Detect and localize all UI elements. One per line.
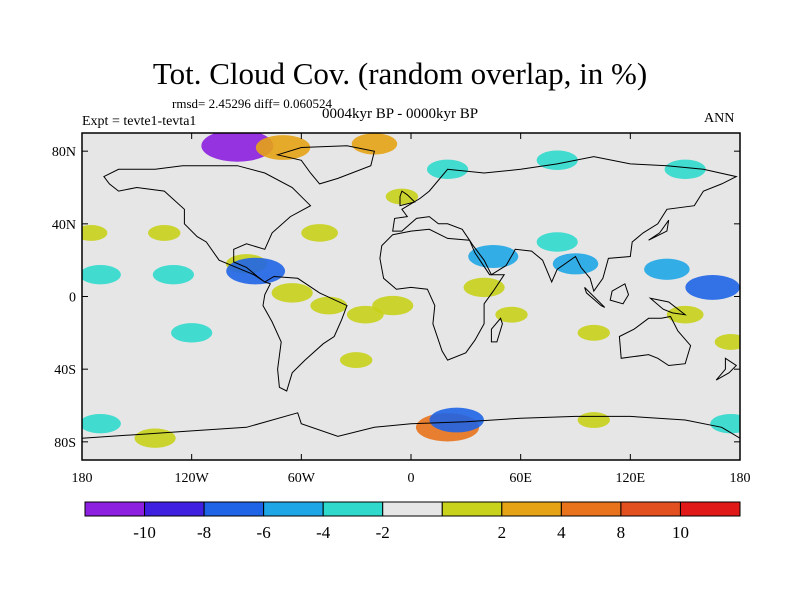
- coastline-japan: [648, 219, 670, 241]
- coastline-new-guinea: [648, 297, 688, 316]
- coastline-greenland: [275, 145, 376, 185]
- colorbar-tick-label: -2: [376, 523, 390, 542]
- y-tick-label: 0: [69, 291, 76, 306]
- coastline-borneo: [609, 283, 630, 305]
- coastline-new-zealand: [715, 357, 738, 381]
- chart-title: Tot. Cloud Cov. (random overlap, in %): [152, 56, 648, 91]
- anomaly-patch: [536, 150, 578, 170]
- colorbar-swatch: [263, 501, 324, 517]
- x-tick-label: 60E: [509, 471, 532, 486]
- colorbar-swatch: [560, 501, 622, 517]
- x-tick-label: 120W: [175, 471, 210, 486]
- x-tick-label: 180: [72, 471, 93, 486]
- x-tick-label: 120E: [616, 471, 646, 486]
- anomaly-patch: [495, 306, 528, 323]
- anomaly-patch: [685, 275, 740, 300]
- anomaly-patch: [714, 334, 740, 350]
- coastline-eurasia: [392, 156, 738, 293]
- anomaly-patch: [82, 265, 121, 285]
- anomaly-patch: [429, 407, 484, 433]
- colorbar-swatch: [322, 501, 384, 517]
- anomaly-patch: [536, 232, 578, 252]
- anomaly-patch: [552, 253, 599, 275]
- anomaly-patch: [255, 135, 311, 160]
- anomaly-patch: [339, 352, 373, 368]
- colorbar-swatch: [382, 501, 443, 517]
- colorbar-tick-label: 10: [672, 523, 689, 542]
- map-background: [82, 133, 740, 460]
- coastline-africa: [379, 228, 506, 361]
- anomaly-patch: [201, 133, 274, 162]
- colorbar-swatch: [144, 501, 205, 517]
- anomaly-patch: [577, 324, 610, 341]
- coastline-north-america: [103, 165, 312, 283]
- colorbar-tick-label: -6: [257, 523, 271, 542]
- colorbar-swatch: [501, 501, 562, 517]
- anomaly-patch: [577, 412, 610, 428]
- anomaly-patch: [271, 283, 313, 303]
- anomaly-patch: [310, 296, 348, 315]
- anomaly-patch: [82, 225, 108, 241]
- anomaly-patch: [82, 413, 121, 434]
- anomaly-patch: [134, 428, 176, 448]
- season-label: ANN: [704, 111, 735, 126]
- experiment-label: Expt = tevte1-tevta1: [82, 114, 197, 129]
- colorbar-swatch: [679, 501, 741, 517]
- colorbar-tick-label: -8: [197, 523, 211, 542]
- anomaly-patch: [664, 159, 706, 180]
- anomaly-patch: [385, 188, 419, 205]
- period-label: 0004kyr BP - 0000kyr BP: [322, 106, 479, 122]
- coastline-australia: [618, 315, 692, 367]
- stats-line: rmsd= 2.45296 diff= 0.060524: [172, 96, 332, 111]
- y-tick-label: 40N: [52, 218, 76, 233]
- colorbar-tick-label: 8: [617, 523, 626, 542]
- colorbar-swatch: [84, 501, 146, 517]
- anomaly-patch: [301, 224, 339, 242]
- anomaly-patch: [226, 257, 286, 285]
- y-tick-label: 80N: [52, 145, 76, 160]
- colorbar-tick-label: -4: [316, 523, 331, 542]
- colorbar-swatch: [441, 501, 503, 517]
- colorbar-swatch: [620, 501, 681, 517]
- colorbar-tick-label: -10: [133, 523, 156, 542]
- anomaly-patch: [644, 258, 690, 280]
- anomaly-patch: [463, 277, 505, 298]
- colorbar-tick-label: 4: [557, 523, 566, 542]
- anomaly-patch: [346, 305, 384, 324]
- anomaly-patch: [372, 295, 414, 316]
- colorbar-swatch: [203, 501, 265, 517]
- y-tick-label: 40S: [54, 363, 76, 378]
- anomaly-patch: [171, 323, 213, 343]
- coastline-uk: [399, 190, 416, 207]
- coastline-madagascar: [490, 317, 503, 343]
- coastline-sumatra: [584, 287, 606, 308]
- y-tick-label: 80S: [54, 436, 76, 451]
- x-tick-label: 180: [730, 471, 751, 486]
- coastline-antarctica: [82, 412, 740, 439]
- anomaly-patch: [152, 265, 194, 285]
- anomaly-patch: [710, 413, 740, 434]
- x-tick-label: 60W: [288, 471, 316, 486]
- colorbar-tick-label: 2: [498, 523, 507, 542]
- anomaly-patch: [148, 225, 181, 241]
- coastline-south-america: [262, 275, 348, 392]
- x-tick-label: 0: [408, 471, 415, 486]
